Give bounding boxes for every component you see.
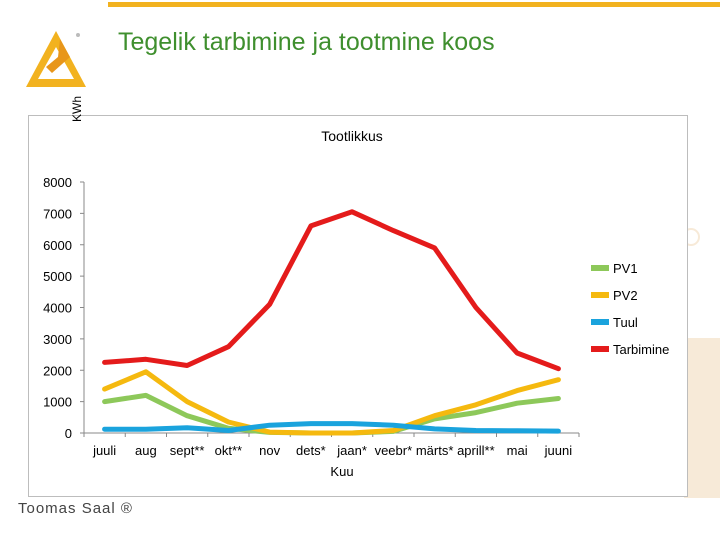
footer-author: Toomas Saal ®: [18, 500, 133, 517]
watermark-shape: [684, 338, 720, 498]
x-tick-label: jaan*: [336, 443, 367, 458]
y-tick-label: 6000: [43, 238, 72, 253]
x-tick-label: märts*: [416, 443, 454, 458]
y-axis-unit: KWh: [70, 95, 84, 122]
y-tick-label: 4000: [43, 301, 72, 316]
y-tick-label: 1000: [43, 395, 72, 410]
series-line-pv2: [102, 369, 561, 436]
series-line-tarbimine: [102, 209, 561, 372]
x-tick-label: okt**: [215, 443, 242, 458]
x-tick-label: mai: [507, 443, 528, 458]
x-tick-label: dets*: [296, 443, 326, 458]
legend-label: PV2: [613, 288, 638, 303]
y-tick-label: 7000: [43, 206, 72, 221]
company-logo: [26, 31, 86, 87]
x-tick-label: sept**: [170, 443, 205, 458]
legend-label: Tuul: [613, 315, 638, 330]
chart-frame: Tootlikkus 0 1000 2000 3000 4000 5000 6000 7000 8…: [28, 115, 688, 497]
slide-title: Tegelik tarbimine ja tootmine koos: [118, 28, 495, 56]
x-tick-label: veebr*: [375, 443, 413, 458]
legend-label: Tarbimine: [613, 342, 669, 357]
y-tick-label: 8000: [43, 175, 72, 190]
x-tick-label: aug: [135, 443, 157, 458]
series-line-tuul: [102, 421, 561, 434]
chart-title: Tootlikkus: [321, 128, 382, 144]
x-axis-title: Kuu: [330, 464, 353, 479]
x-tick-label: juuni: [544, 443, 573, 458]
top-accent-bar: [108, 2, 720, 7]
x-tick-label: juuli: [92, 443, 116, 458]
y-tick-label: 5000: [43, 269, 72, 284]
legend-label: PV1: [613, 261, 638, 276]
chart: Tootlikkus 0 1000 2000 3000 4000 5000 6000 7000 8…: [43, 128, 669, 479]
y-tick-label: 3000: [43, 332, 72, 347]
x-tick-label: nov: [259, 443, 280, 458]
y-tick-label: 2000: [43, 363, 72, 378]
y-tick-label: 0: [65, 426, 72, 441]
x-tick-label: aprill**: [457, 443, 495, 458]
